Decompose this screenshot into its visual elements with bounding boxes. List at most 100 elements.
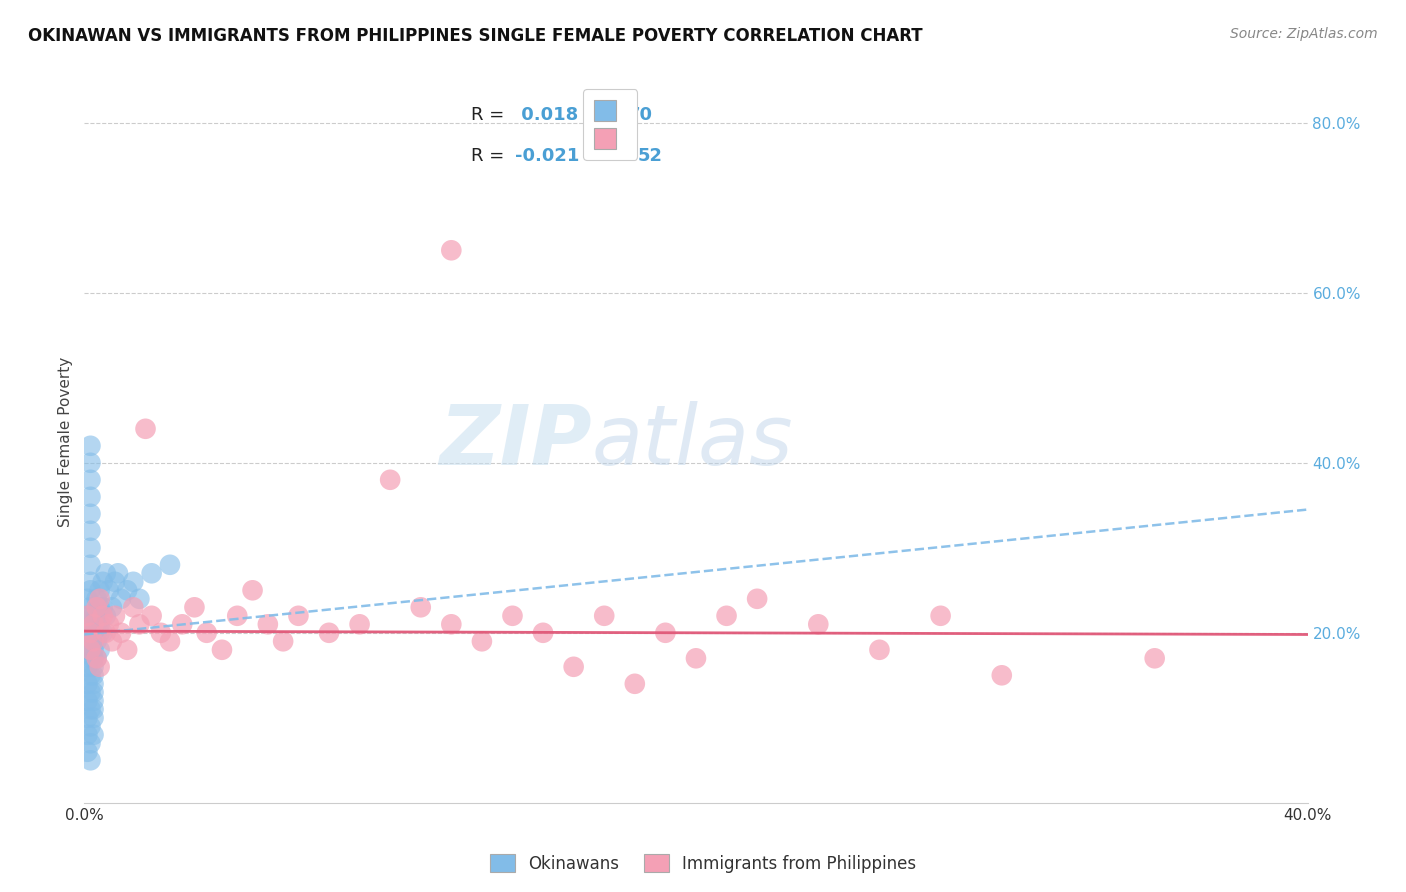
Point	[79, 524, 101, 538]
Point	[624, 677, 647, 691]
Point	[76, 608, 98, 623]
Point	[242, 583, 264, 598]
Point	[128, 617, 150, 632]
Point	[409, 600, 432, 615]
Point	[79, 541, 101, 555]
Point	[211, 642, 233, 657]
Point	[685, 651, 707, 665]
Point	[83, 642, 105, 657]
Point	[79, 600, 101, 615]
Text: N =: N =	[581, 147, 638, 165]
Point	[149, 625, 172, 640]
Text: 52: 52	[637, 147, 662, 165]
Point	[869, 642, 891, 657]
Point	[86, 634, 108, 648]
Text: Source: ZipAtlas.com: Source: ZipAtlas.com	[1230, 27, 1378, 41]
Point	[76, 677, 98, 691]
Point	[91, 574, 114, 589]
Point	[440, 244, 463, 258]
Point	[79, 558, 101, 572]
Point	[79, 651, 101, 665]
Point	[97, 617, 120, 632]
Point	[83, 702, 105, 716]
Point	[76, 728, 98, 742]
Point	[86, 651, 108, 665]
Legend: , : ,	[583, 89, 637, 160]
Text: ZIP: ZIP	[439, 401, 592, 482]
Point	[79, 574, 101, 589]
Point	[716, 608, 738, 623]
Point	[104, 608, 127, 623]
Point	[79, 507, 101, 521]
Point	[91, 600, 114, 615]
Point	[76, 694, 98, 708]
Text: OKINAWAN VS IMMIGRANTS FROM PHILIPPINES SINGLE FEMALE POVERTY CORRELATION CHART: OKINAWAN VS IMMIGRANTS FROM PHILIPPINES …	[28, 27, 922, 45]
Point	[502, 608, 524, 623]
Point	[562, 660, 585, 674]
Point	[271, 634, 294, 648]
Point	[115, 583, 138, 598]
Point	[89, 591, 111, 606]
Point	[159, 634, 181, 648]
Point	[83, 677, 105, 691]
Point	[76, 711, 98, 725]
Point	[83, 668, 105, 682]
Point	[76, 591, 98, 606]
Point	[79, 625, 101, 640]
Point	[747, 591, 769, 606]
Point	[104, 574, 127, 589]
Point	[86, 651, 108, 665]
Point	[79, 439, 101, 453]
Point	[83, 694, 105, 708]
Point	[91, 608, 114, 623]
Point	[122, 574, 145, 589]
Point	[86, 608, 108, 623]
Point	[128, 591, 150, 606]
Point	[172, 617, 194, 632]
Point	[83, 685, 105, 699]
Point	[318, 625, 340, 640]
Point	[79, 753, 101, 767]
Point	[76, 625, 98, 640]
Point	[101, 600, 124, 615]
Point	[79, 456, 101, 470]
Point	[89, 600, 111, 615]
Point	[257, 617, 280, 632]
Point	[86, 625, 108, 640]
Point	[101, 634, 124, 648]
Point	[76, 608, 98, 623]
Point	[122, 600, 145, 615]
Legend: Okinawans, Immigrants from Philippines: Okinawans, Immigrants from Philippines	[482, 847, 924, 880]
Point	[440, 617, 463, 632]
Point	[79, 736, 101, 750]
Point	[83, 728, 105, 742]
Point	[89, 583, 111, 598]
Point	[79, 473, 101, 487]
Text: atlas: atlas	[592, 401, 793, 482]
Point	[86, 600, 108, 615]
Point	[79, 668, 101, 682]
Point	[89, 617, 111, 632]
Text: R =: R =	[471, 106, 510, 124]
Point	[83, 634, 105, 648]
Point	[110, 625, 132, 640]
Text: 0.018: 0.018	[515, 106, 578, 124]
Text: R =: R =	[471, 147, 510, 165]
Point	[929, 608, 952, 623]
Point	[135, 422, 157, 436]
Point	[83, 711, 105, 725]
Point	[380, 473, 402, 487]
Point	[226, 608, 249, 623]
Point	[115, 642, 138, 657]
Point	[83, 625, 105, 640]
Point	[83, 634, 105, 648]
Point	[94, 625, 117, 640]
Point	[79, 702, 101, 716]
Point	[183, 600, 205, 615]
Point	[110, 591, 132, 606]
Text: N =: N =	[571, 106, 628, 124]
Point	[79, 685, 101, 699]
Text: 70: 70	[627, 106, 652, 124]
Point	[83, 608, 105, 623]
Point	[79, 490, 101, 504]
